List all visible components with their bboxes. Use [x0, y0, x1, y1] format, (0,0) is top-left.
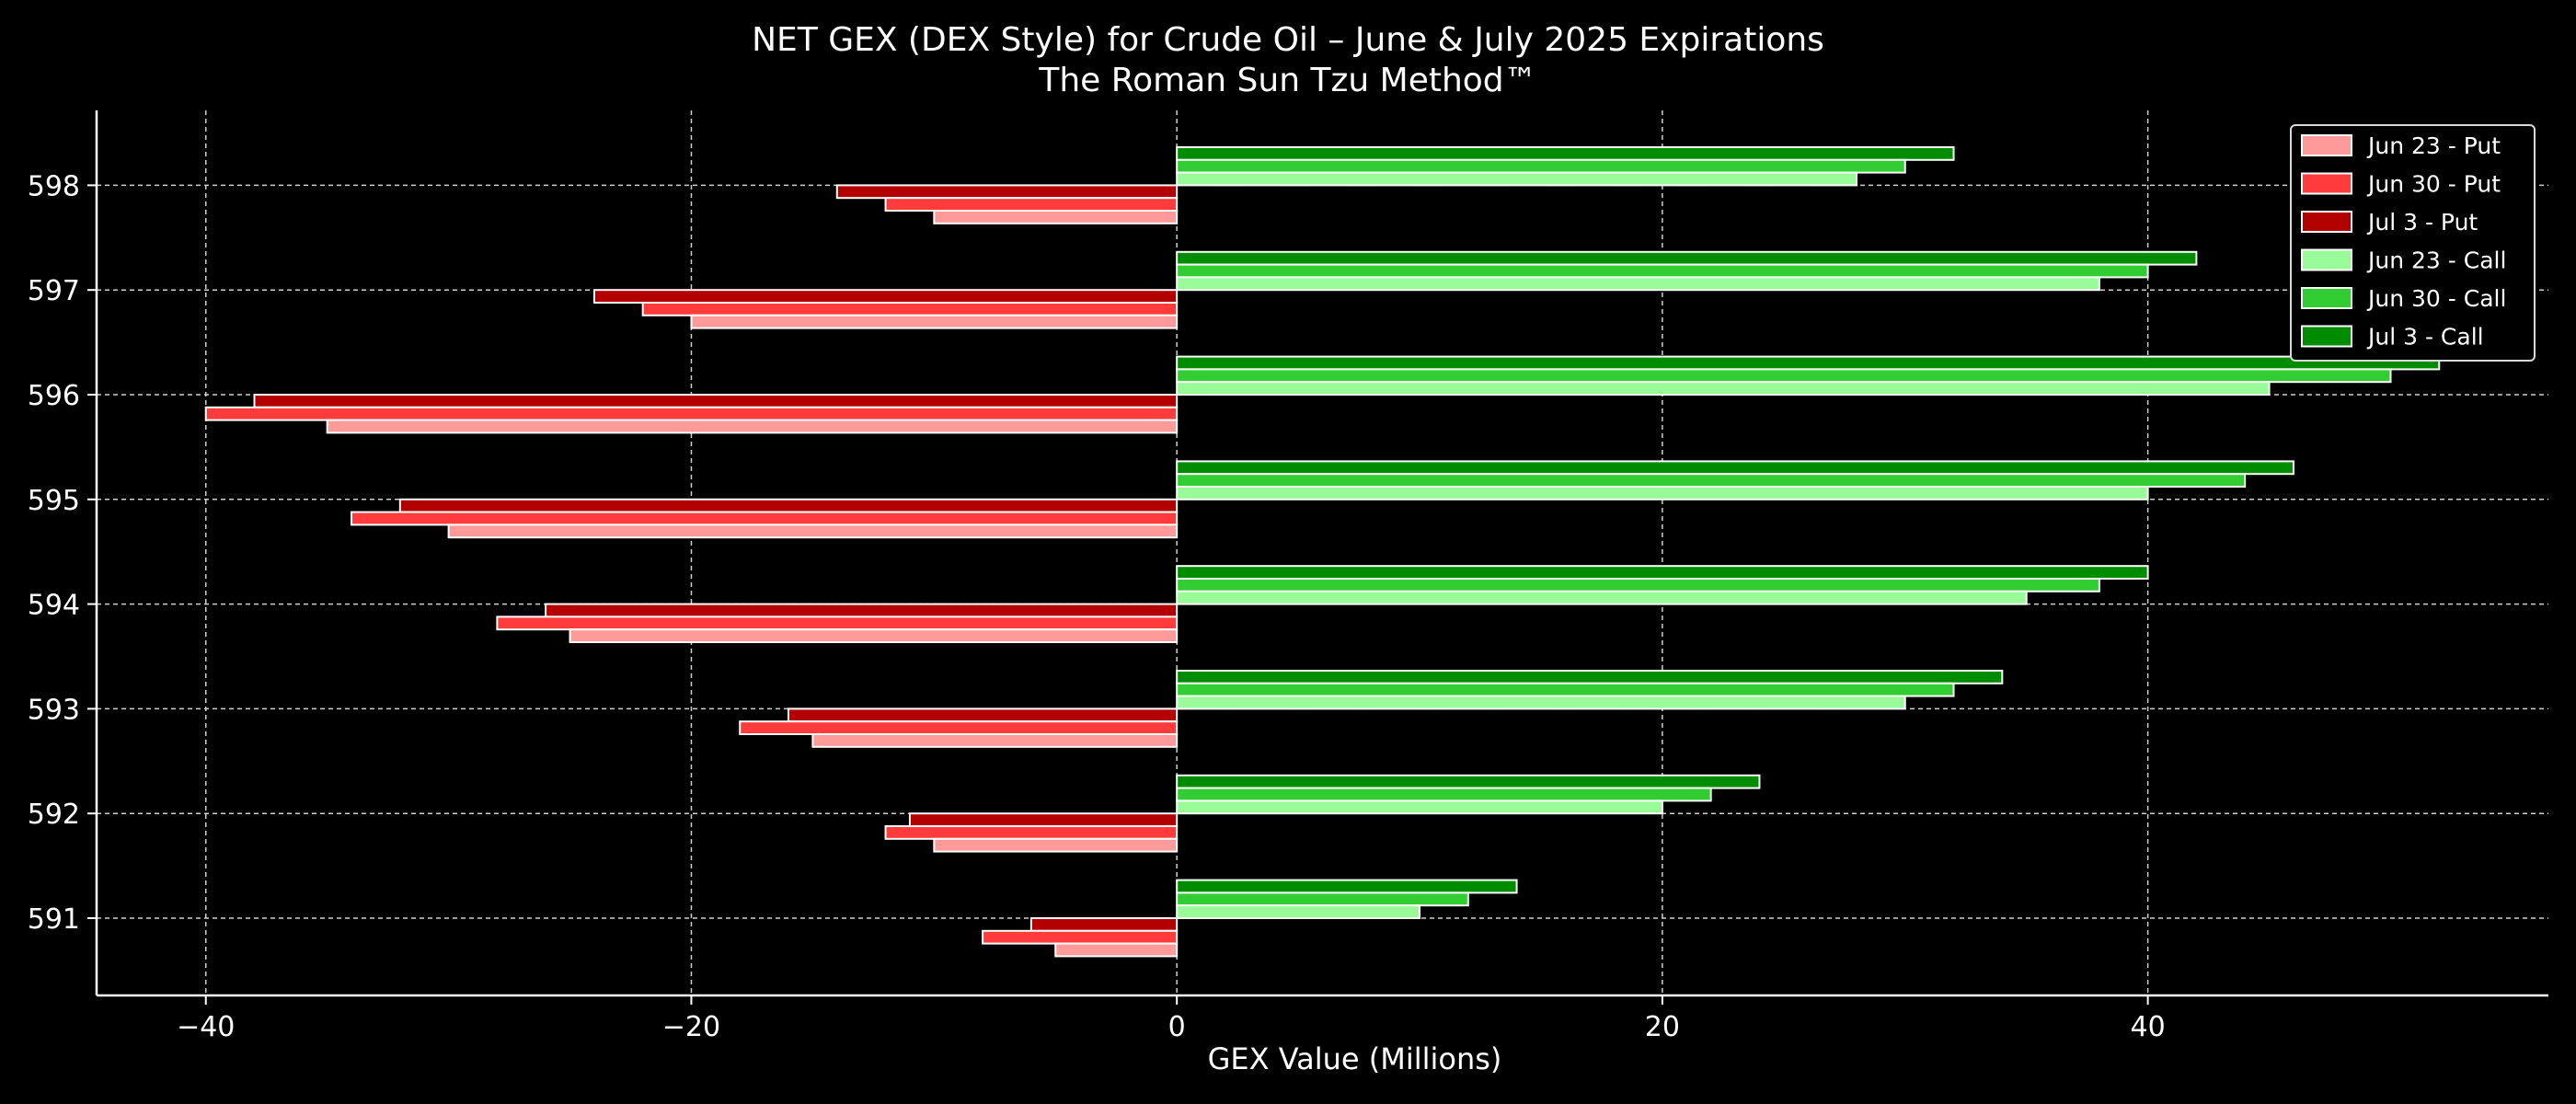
bar-jun-30-put-597	[641, 302, 1179, 316]
legend-label: Jun 30 - Call	[2366, 285, 2506, 312]
x-tick-label: 40	[2131, 1011, 2166, 1043]
tick-labels: −40 −20 0 20 40 591 592 593 594 595 596 597 598	[28, 170, 2166, 1043]
bar-jun-30-call-596	[1176, 368, 2392, 384]
bar-jul-3-call-591	[1176, 879, 1518, 894]
legend-swatch	[2301, 211, 2352, 233]
bar-jun-23-put-592	[933, 837, 1179, 853]
bar-jul-3-put-596	[253, 394, 1179, 408]
bar-jun-30-put-595	[351, 511, 1179, 526]
legend: Jun 23 - Put Jun 30 - Put Jul 3 - Put Jun 2…	[2290, 124, 2536, 362]
bar-jun-23-call-595	[1176, 486, 2149, 500]
y-tick-label: 597	[28, 275, 80, 307]
bar-jun-23-put-596	[326, 419, 1179, 434]
legend-swatch	[2301, 248, 2352, 271]
bar-jun-30-call-594	[1176, 578, 2100, 592]
y-tick-label: 596	[28, 380, 80, 412]
legend-swatch	[2301, 325, 2352, 348]
bar-jun-23-put-593	[811, 733, 1179, 748]
bar-jun-23-call-591	[1176, 904, 1421, 920]
bar-jul-3-call-594	[1176, 565, 2149, 581]
bar-jun-23-put-597	[690, 314, 1179, 329]
y-tick-label: 595	[28, 485, 80, 517]
bar-jun-30-call-595	[1176, 473, 2247, 489]
legend-swatch	[2301, 172, 2352, 195]
bar-jun-30-put-596	[204, 406, 1179, 421]
bar-jun-30-call-593	[1176, 682, 1955, 697]
legend-swatch	[2301, 134, 2352, 156]
bar-jun-30-call-597	[1176, 263, 2149, 279]
bar-jul-3-call-598	[1176, 146, 1955, 161]
bar-jun-30-put-591	[982, 929, 1179, 945]
legend-label: Jun 30 - Put	[2366, 171, 2501, 198]
bar-jun-23-call-597	[1176, 276, 2100, 292]
legend-label: Jun 23 - Put	[2366, 132, 2501, 159]
y-tick-label: 591	[28, 903, 80, 936]
bar-jul-3-call-596	[1176, 355, 2441, 371]
y-tick-label: 593	[28, 694, 80, 726]
bar-jun-23-call-592	[1176, 799, 1663, 815]
bar-jul-3-put-598	[835, 184, 1179, 200]
bar-jul-3-put-594	[545, 603, 1179, 618]
bar-jul-3-put-593	[788, 707, 1179, 723]
bar-jul-3-put-592	[908, 812, 1179, 828]
bar-jul-3-call-597	[1176, 250, 2198, 266]
legend-swatch	[2301, 287, 2352, 309]
x-tick-label: −20	[662, 1011, 720, 1043]
bar-jul-3-put-591	[1029, 917, 1179, 932]
legend-label: Jun 23 - Call	[2366, 247, 2506, 274]
y-tick-label: 598	[28, 170, 80, 202]
bar-jun-30-call-591	[1176, 891, 1469, 907]
bar-jun-23-put-591	[1054, 942, 1179, 958]
bar-jun-23-call-598	[1176, 171, 1857, 187]
bar-jun-30-put-594	[496, 615, 1179, 631]
chart-title-line: NET GEX (DEX Style) for Crude Oil – June…	[752, 21, 1824, 59]
bar-jul-3-call-593	[1176, 670, 2004, 684]
y-tick-label: 594	[28, 590, 80, 622]
axes	[87, 110, 2548, 1005]
bar-jun-30-call-598	[1176, 158, 1906, 174]
bar-jul-3-put-597	[592, 289, 1179, 305]
bar-jul-3-call-595	[1176, 460, 2294, 476]
bars-layer	[204, 146, 2441, 958]
x-axis-label: GEX Value (Millions)	[1208, 1041, 1502, 1076]
bar-jun-30-put-593	[739, 720, 1179, 736]
bar-jun-23-call-594	[1176, 590, 2028, 605]
x-tick-label: 0	[1168, 1011, 1186, 1043]
chart-title: NET GEX (DEX Style) for Crude Oil – June…	[0, 20, 2576, 101]
x-tick-label: 20	[1645, 1011, 1680, 1043]
bar-jun-30-call-592	[1176, 787, 1712, 802]
bar-jul-3-call-592	[1176, 774, 1761, 789]
grid-lines	[97, 110, 2548, 995]
bar-jun-30-put-598	[884, 197, 1179, 212]
bar-jun-23-put-595	[447, 523, 1179, 539]
y-tick-label: 592	[28, 799, 80, 831]
bar-jul-3-put-595	[398, 498, 1179, 513]
bar-jun-23-call-593	[1176, 695, 1906, 710]
bar-jun-30-put-592	[884, 825, 1179, 840]
x-tick-label: −40	[177, 1011, 235, 1043]
chart-subtitle-line: The Roman Sun Tzu Method™	[1039, 62, 1537, 99]
legend-label: Jul 3 - Call	[2366, 324, 2484, 351]
legend-label: Jul 3 - Put	[2366, 209, 2478, 236]
bar-jun-23-put-594	[569, 628, 1179, 644]
bar-jun-23-call-596	[1176, 381, 2271, 397]
bar-jun-23-put-598	[933, 210, 1179, 224]
